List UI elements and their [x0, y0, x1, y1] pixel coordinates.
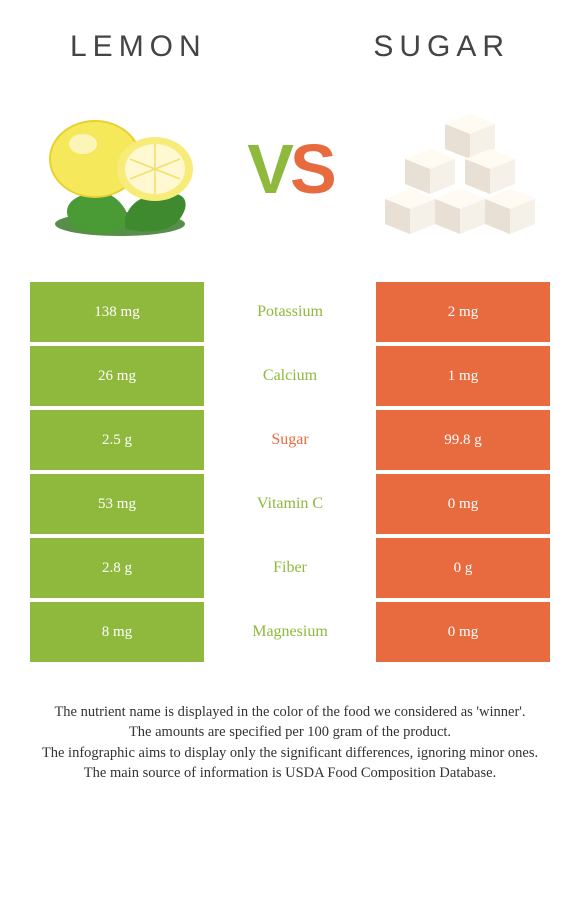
cell-nutrient-label: Magnesium — [204, 602, 376, 662]
cell-left-value: 26 mg — [30, 346, 204, 406]
nutrient-table: 138 mgPotassium2 mg26 mgCalcium1 mg2.5 g… — [30, 282, 550, 662]
cell-nutrient-label: Potassium — [204, 282, 376, 342]
cell-left-value: 53 mg — [30, 474, 204, 534]
cell-left-value: 138 mg — [30, 282, 204, 342]
footer-line-3: The infographic aims to display only the… — [20, 743, 560, 763]
cell-left-value: 8 mg — [30, 602, 204, 662]
cell-nutrient-label: Vitamin C — [204, 474, 376, 534]
cell-left-value: 2.8 g — [30, 538, 204, 598]
title-left: Lemon — [70, 30, 207, 64]
cell-right-value: 99.8 g — [376, 410, 550, 470]
cell-nutrient-label: Fiber — [204, 538, 376, 598]
vs-v: V — [247, 130, 290, 208]
header: Lemon Sugar — [0, 0, 580, 74]
cell-nutrient-label: Calcium — [204, 346, 376, 406]
table-row: 26 mgCalcium1 mg — [30, 346, 550, 406]
table-row: 2.8 gFiber0 g — [30, 538, 550, 598]
table-row: 8 mgMagnesium0 mg — [30, 602, 550, 662]
cell-nutrient-label: Sugar — [204, 410, 376, 470]
footer-line-1: The nutrient name is displayed in the co… — [20, 702, 560, 722]
table-row: 138 mgPotassium2 mg — [30, 282, 550, 342]
cell-left-value: 2.5 g — [30, 410, 204, 470]
title-right: Sugar — [373, 30, 510, 64]
footer-line-2: The amounts are specified per 100 gram o… — [20, 722, 560, 742]
cell-right-value: 1 mg — [376, 346, 550, 406]
images-row: VS — [0, 74, 580, 274]
table-row: 53 mgVitamin C0 mg — [30, 474, 550, 534]
footer-notes: The nutrient name is displayed in the co… — [20, 702, 560, 783]
cell-right-value: 0 g — [376, 538, 550, 598]
vs-s: S — [290, 130, 333, 208]
cell-right-value: 2 mg — [376, 282, 550, 342]
cell-right-value: 0 mg — [376, 602, 550, 662]
table-row: 2.5 gSugar99.8 g — [30, 410, 550, 470]
footer-line-4: The main source of information is USDA F… — [20, 763, 560, 783]
lemon-image — [30, 89, 210, 249]
cell-right-value: 0 mg — [376, 474, 550, 534]
sugar-image — [370, 89, 550, 249]
vs-label: VS — [247, 129, 332, 209]
